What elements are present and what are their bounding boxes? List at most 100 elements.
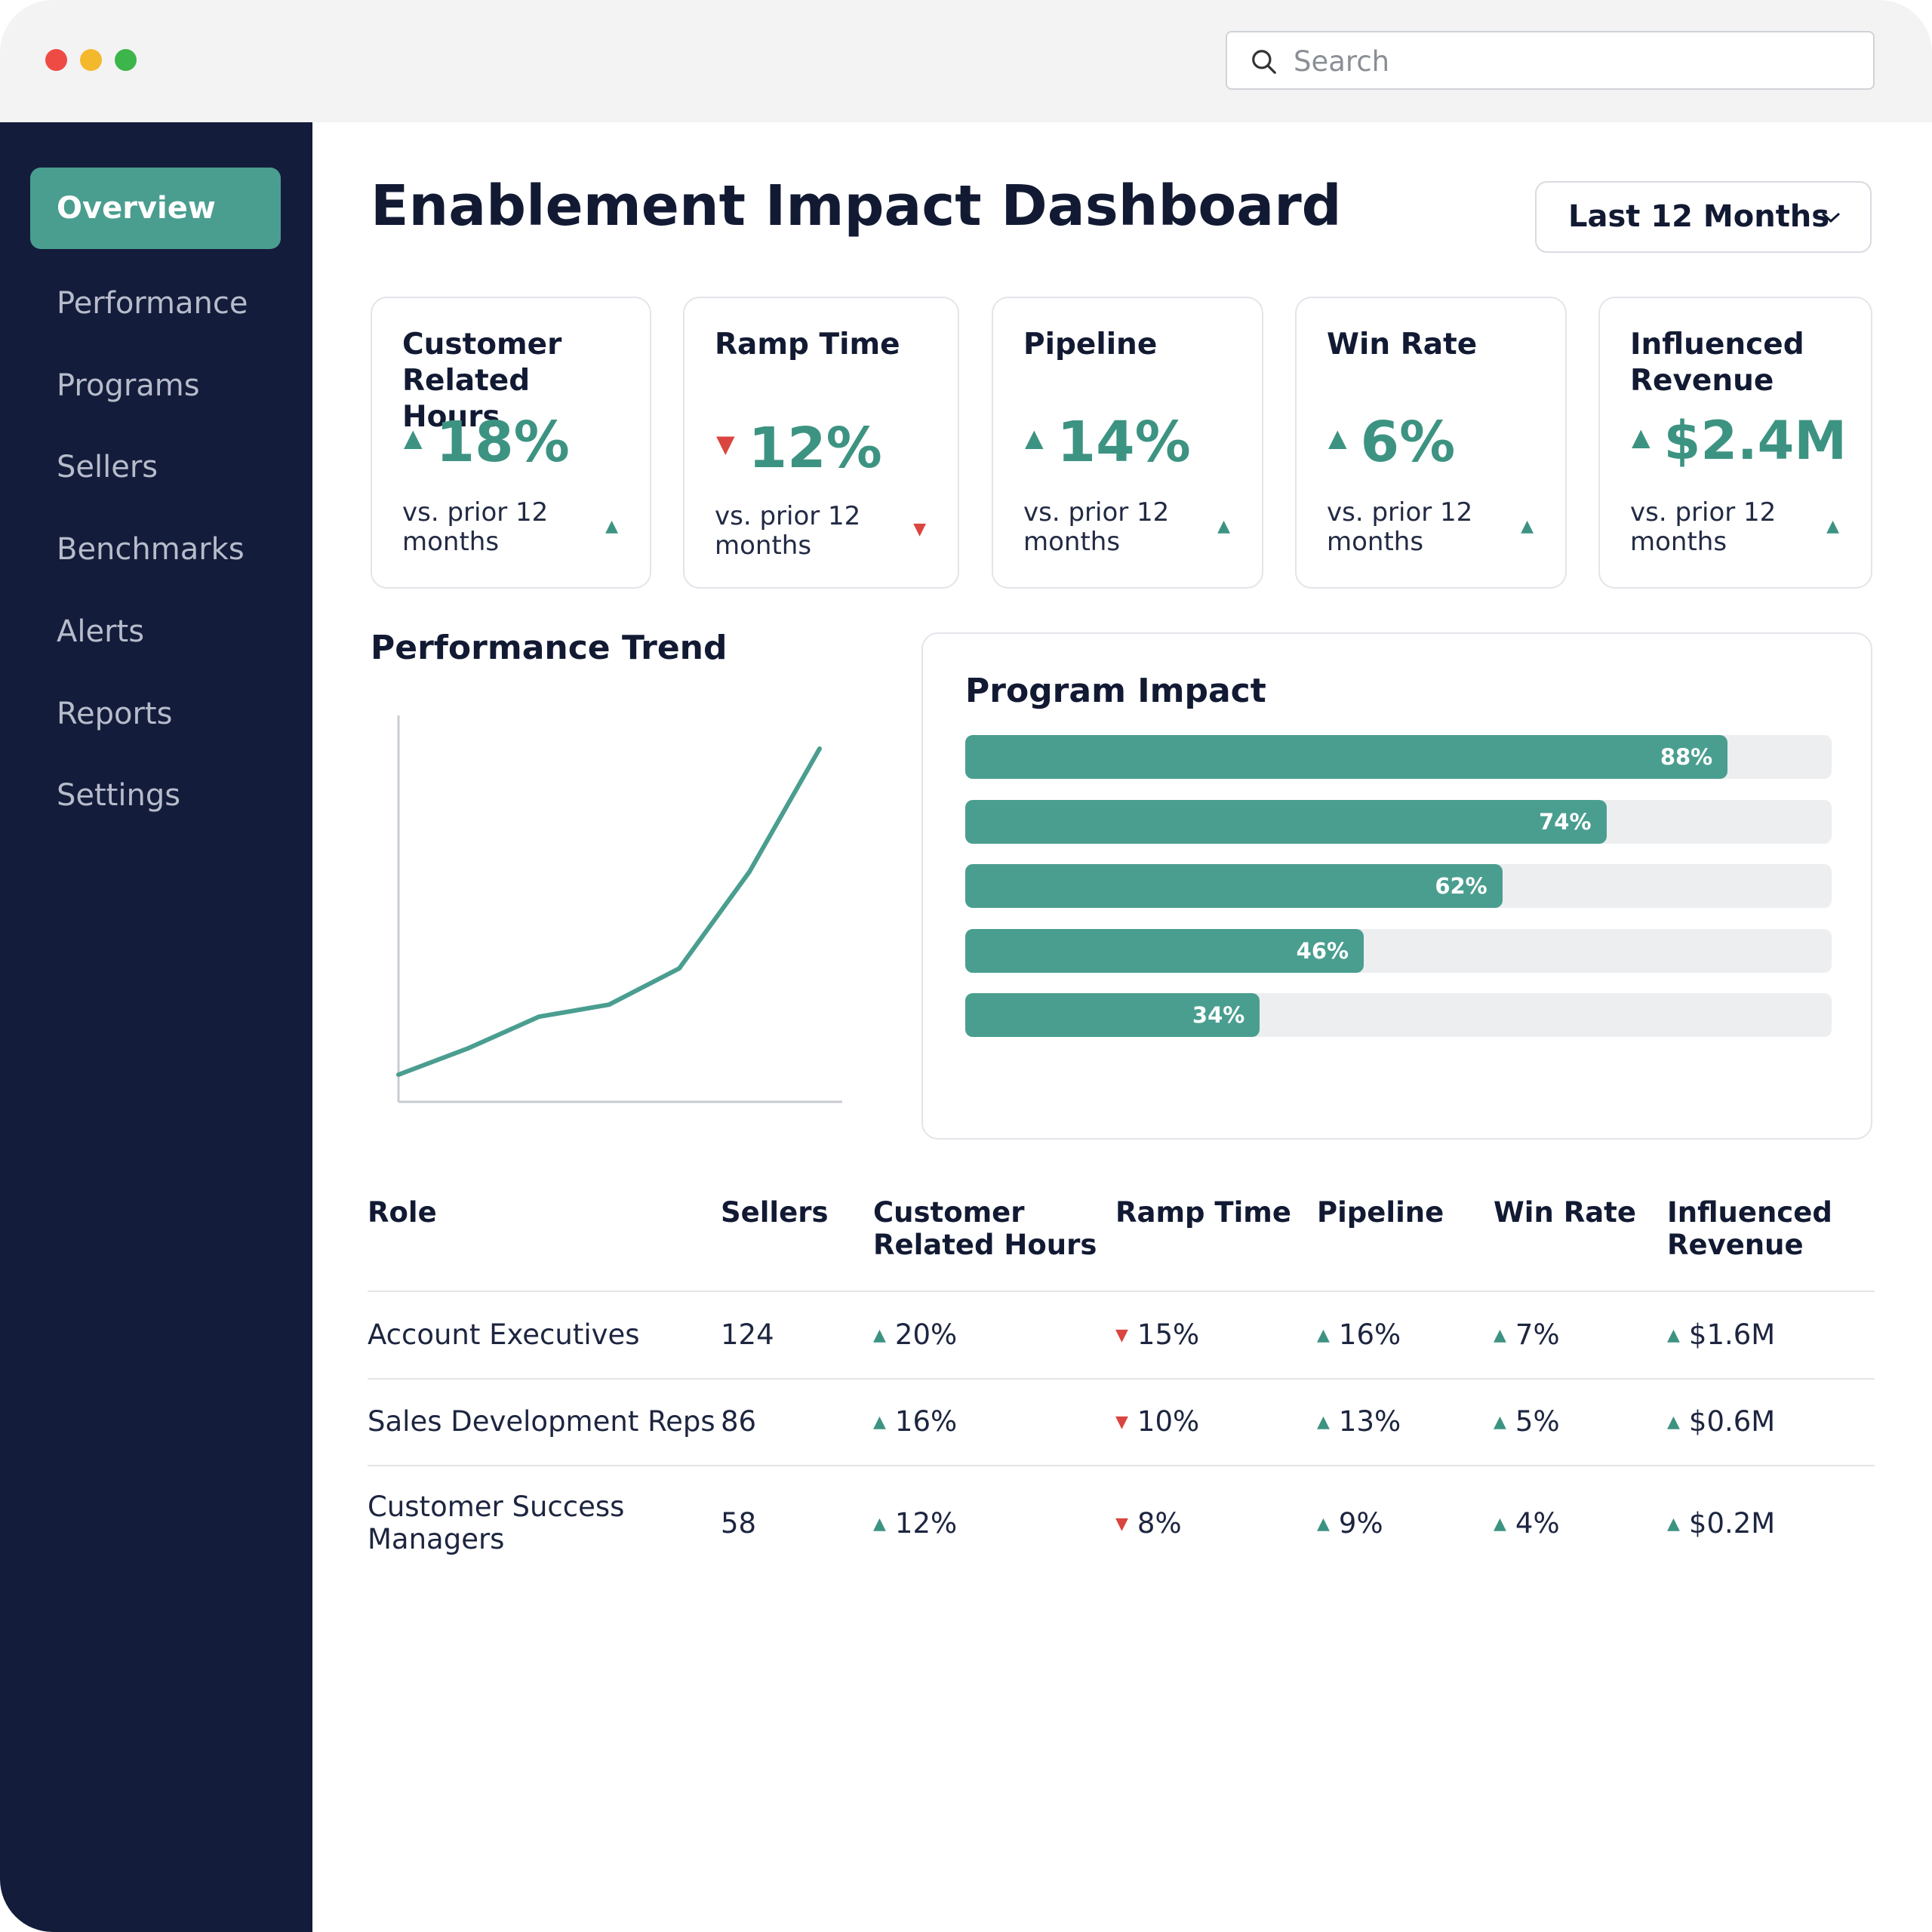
- ramp-cell: ▼ 8%: [1115, 1507, 1182, 1540]
- kpi-comparison-note: vs. prior 12 months: [715, 501, 861, 561]
- impact-bar-track: 46%: [965, 928, 1832, 973]
- date-range-dropdown[interactable]: Last 12 Months: [1535, 181, 1872, 253]
- arrow-up-icon: ▲: [1667, 1515, 1680, 1534]
- table-divider: [368, 1378, 1875, 1380]
- arrow-up-icon: ▲: [873, 1413, 886, 1432]
- page-title: Enablement Impact Dashboard: [371, 174, 1342, 238]
- impact-bar-label: 74%: [1539, 808, 1592, 835]
- kpi-card-win-rate: Win Rate ▲ 6% vs. prior 12 months ▲: [1295, 297, 1567, 589]
- performance-trend-title: Performance Trend: [371, 629, 728, 667]
- minimize-window-button[interactable]: [80, 49, 102, 71]
- sidebar-item-sellers[interactable]: Sellers: [57, 450, 158, 485]
- search-box[interactable]: [1226, 31, 1875, 90]
- revenue-cell: ▲ $1.6M: [1667, 1318, 1776, 1351]
- search-input[interactable]: [1292, 32, 1854, 90]
- arrow-up-icon: ▲: [1667, 1326, 1680, 1345]
- search-icon: [1252, 50, 1276, 74]
- kpi-value: ▲ 14%: [1025, 410, 1191, 475]
- impact-bar-track: 74%: [965, 799, 1832, 844]
- kpi-card-influenced-revenue: Influenced Revenue ▲ $2.4M vs. prior 12 m…: [1598, 297, 1872, 589]
- column-header-role[interactable]: Role: [368, 1196, 437, 1229]
- kpi-title: Ramp Time: [715, 328, 900, 361]
- ramp-cell: ▼ 15%: [1115, 1318, 1200, 1351]
- column-header-win-rate[interactable]: Win Rate: [1494, 1196, 1636, 1229]
- pipeline-cell: ▲ 16%: [1317, 1318, 1401, 1351]
- trend-down-icon: ▼: [913, 520, 926, 539]
- table-divider: [368, 1291, 1875, 1292]
- arrow-down-icon: ▼: [1115, 1413, 1128, 1432]
- kpi-title: Win Rate: [1327, 328, 1478, 361]
- impact-bar: 88%: [965, 735, 1728, 779]
- sidebar-item-reports[interactable]: Reports: [57, 697, 173, 731]
- win-rate-cell: ▲ 7%: [1494, 1318, 1560, 1351]
- arrow-up-icon: ▲: [1494, 1413, 1506, 1432]
- kpi-comparison-note: vs. prior 12 months: [1630, 497, 1777, 557]
- sellers-cell: 86: [721, 1405, 757, 1438]
- kpi-value: ▲ 6%: [1328, 410, 1456, 475]
- kpi-card-customer-related-hours: Customer Related Hours ▲ 18% vs. prior 12…: [371, 297, 651, 589]
- sidebar-item-benchmarks[interactable]: Benchmarks: [57, 532, 245, 567]
- arrow-up-icon: ▲: [1317, 1326, 1330, 1345]
- arrow-up-icon: ▲: [873, 1326, 886, 1345]
- pipeline-cell: ▲ 9%: [1317, 1507, 1383, 1540]
- crh-cell: ▲ 12%: [873, 1507, 958, 1540]
- sidebar-item-overview[interactable]: Overview: [30, 168, 281, 249]
- close-window-button[interactable]: [45, 49, 67, 71]
- sidebar-item-settings[interactable]: Settings: [57, 778, 181, 813]
- column-header-pipeline[interactable]: Pipeline: [1317, 1196, 1444, 1229]
- impact-bar: 62%: [965, 864, 1503, 908]
- column-header-influenced-revenue[interactable]: Influenced Revenue: [1667, 1196, 1832, 1261]
- kpi-value: ▼ 12%: [716, 416, 882, 481]
- column-header-customer-related-hours[interactable]: Customer Related Hours: [873, 1196, 1097, 1261]
- date-range-label: Last 12 Months: [1568, 199, 1830, 234]
- maximize-window-button[interactable]: [115, 49, 137, 71]
- arrow-down-icon: ▼: [716, 429, 735, 459]
- kpi-value: ▲ $2.4M: [1632, 410, 1847, 472]
- trend-up-icon: ▲: [605, 517, 618, 536]
- kpi-card-ramp-time: Ramp Time ▼ 12% vs. prior 12 months ▼: [683, 297, 959, 589]
- kpi-title: Influenced Revenue: [1630, 328, 1804, 398]
- crh-cell: ▲ 20%: [873, 1318, 958, 1351]
- trend-up-icon: ▲: [1217, 517, 1230, 536]
- arrow-up-icon: ▲: [1667, 1413, 1680, 1432]
- kpi-comparison-note: vs. prior 12 months: [1327, 497, 1473, 557]
- impact-bar: 34%: [965, 993, 1260, 1037]
- impact-bar-label: 62%: [1435, 873, 1487, 899]
- win-rate-cell: ▲ 4%: [1494, 1507, 1560, 1540]
- win-rate-cell: ▲ 5%: [1494, 1405, 1560, 1438]
- kpi-title: Customer Related Hours: [402, 328, 562, 434]
- kpi-card-pipeline: Pipeline ▲ 14% vs. prior 12 months ▲: [992, 297, 1263, 589]
- kpi-comparison-note: vs. prior 12 months: [402, 497, 549, 557]
- column-header-sellers[interactable]: Sellers: [721, 1196, 829, 1229]
- crh-cell: ▲ 16%: [873, 1405, 958, 1438]
- sidebar-item-performance[interactable]: Performance: [57, 286, 248, 321]
- revenue-cell: ▲ $0.2M: [1667, 1507, 1776, 1540]
- arrow-up-icon: ▲: [1317, 1515, 1330, 1534]
- arrow-up-icon: ▲: [1317, 1413, 1330, 1432]
- performance-trend-chart: [396, 715, 842, 1103]
- impact-bar-label: 46%: [1296, 937, 1349, 964]
- sidebar: Overview Performance Programs Sellers Be…: [0, 122, 312, 1932]
- arrow-up-icon: ▲: [1025, 423, 1044, 453]
- sidebar-item-alerts[interactable]: Alerts: [57, 614, 145, 649]
- sellers-cell: 58: [721, 1507, 757, 1540]
- role-cell: Customer Success Managers: [368, 1491, 625, 1555]
- chevron-down-icon: [1821, 212, 1841, 223]
- arrow-up-icon: ▲: [404, 423, 423, 453]
- sidebar-item-programs[interactable]: Programs: [57, 368, 200, 403]
- sellers-cell: 124: [721, 1318, 774, 1351]
- arrow-down-icon: ▼: [1115, 1515, 1128, 1534]
- column-header-ramp-time[interactable]: Ramp Time: [1115, 1196, 1291, 1229]
- arrow-up-icon: ▲: [873, 1515, 886, 1534]
- trend-up-icon: ▲: [1521, 517, 1534, 536]
- impact-bar: 74%: [965, 799, 1607, 844]
- arrow-down-icon: ▼: [1115, 1326, 1128, 1345]
- revenue-cell: ▲ $0.6M: [1667, 1405, 1776, 1438]
- kpi-title: Pipeline: [1023, 328, 1158, 361]
- impact-bar-label: 34%: [1192, 1002, 1245, 1028]
- program-impact-card: Program Impact 88% 74% 62% 46% 34%: [921, 632, 1872, 1140]
- arrow-up-icon: ▲: [1328, 423, 1347, 453]
- trend-line: [396, 746, 822, 1077]
- trend-up-icon: ▲: [1826, 517, 1839, 536]
